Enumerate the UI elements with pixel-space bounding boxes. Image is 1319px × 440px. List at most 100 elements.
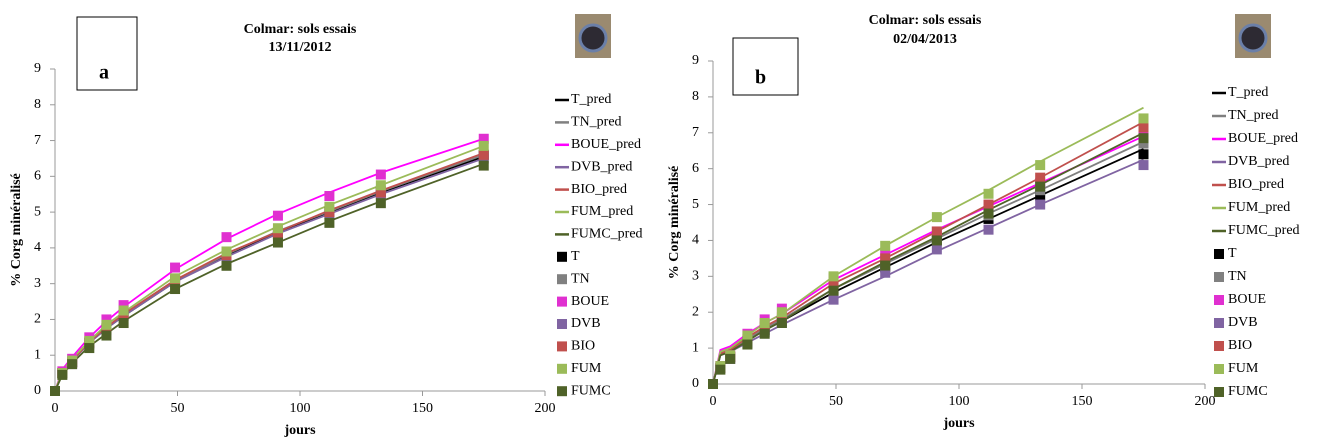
data-point [742,339,753,350]
data-point [931,226,942,237]
data-point [1035,199,1046,210]
x-tick-label: 100 [290,401,311,416]
data-point [375,187,386,198]
legend-square [557,341,567,352]
prediction-line [54,152,485,392]
x-tick-label: 100 [949,394,970,409]
prediction-line [54,155,485,392]
x-tick-label: 50 [171,401,185,416]
data-point [1138,122,1149,133]
prediction-line [54,162,485,392]
data-point [931,244,942,255]
data-point [1138,160,1149,171]
legend-square [557,363,567,374]
legend-label: FUM [571,361,602,376]
data-point [101,330,112,341]
y-tick-label: 8 [692,89,699,104]
data-point [324,191,335,202]
legend-square [1214,341,1224,351]
legend-square [1214,318,1224,328]
data-point [478,133,489,144]
panel-label: b [755,67,766,89]
prediction-line [54,154,485,392]
legend-label: T [571,249,580,264]
x-tick-label: 0 [52,401,59,416]
data-point [828,280,839,291]
x-tick-label: 200 [535,401,556,416]
photo-detail [578,23,608,53]
y-tick-label: 5 [692,197,699,212]
legend-label: BOUE [571,294,609,309]
x-axis-label: jours [942,416,975,431]
legend-label: BIO_pred [1228,177,1284,192]
data-point [478,160,489,171]
legend-square [1214,272,1224,282]
y-tick-label: 2 [34,312,41,327]
legend-label: FUM_pred [1228,200,1290,215]
legend-label: BOUE [1228,292,1266,307]
y-tick-label: 8 [34,97,41,112]
prediction-line [54,145,485,392]
legend-label: TN [571,271,590,286]
legend-label: BOUE_pred [1228,131,1298,146]
legend-label: BOUE_pred [571,137,641,152]
data-point [828,271,839,282]
y-tick-label: 4 [692,233,699,248]
data-point [221,246,232,257]
data-point [375,198,386,209]
legend-square [1214,364,1224,374]
y-tick-label: 9 [34,61,41,76]
chart-subtitle: 02/04/2013 [893,32,957,47]
data-point [272,210,283,221]
legend-square [1214,387,1224,397]
data-point [931,212,942,223]
data-point [478,140,489,151]
legend-label: DVB [571,316,601,331]
data-point [1138,113,1149,124]
data-point [880,260,891,271]
y-axis-label: % Corg minéralisé [9,173,24,287]
data-point [84,343,95,354]
legend-label: FUMC_pred [571,227,643,242]
legend-square [1214,295,1224,305]
data-point [931,235,942,246]
data-point [708,379,718,389]
y-axis-label: % Corg minéralisé [667,166,682,280]
data-point [118,300,129,311]
legend-label: BIO_pred [571,182,627,197]
legend-label: BIO [1228,338,1252,353]
data-point [272,223,283,234]
data-point [84,335,95,346]
data-point [880,240,891,251]
legend-square [557,296,567,307]
data-point [50,386,60,396]
y-tick-label: 6 [692,161,699,176]
x-tick-label: 50 [829,394,843,409]
prediction-line [712,106,1144,385]
x-tick-label: 150 [412,401,433,416]
data-point [67,359,78,370]
y-tick-label: 6 [34,169,41,184]
legend-square [557,319,567,329]
prediction-line [54,157,485,392]
data-point [983,188,994,199]
data-point [1035,181,1046,192]
chart-title: Colmar: sols essais [869,13,982,28]
data-point [1138,133,1149,144]
panel-box [76,16,138,91]
data-point [983,208,994,219]
data-point [170,284,181,295]
data-point [776,307,787,318]
data-point [324,207,335,218]
y-tick-label: 0 [692,376,699,391]
data-point [742,330,753,341]
legend-square [557,274,567,285]
legend-label: T_pred [571,92,611,107]
y-tick-label: 3 [34,276,41,291]
y-tick-label: 4 [34,240,41,255]
data-point [759,328,770,339]
data-point [828,294,839,305]
y-tick-label: 3 [692,269,699,284]
photo-detail [1238,23,1268,53]
y-tick-label: 7 [692,125,699,140]
